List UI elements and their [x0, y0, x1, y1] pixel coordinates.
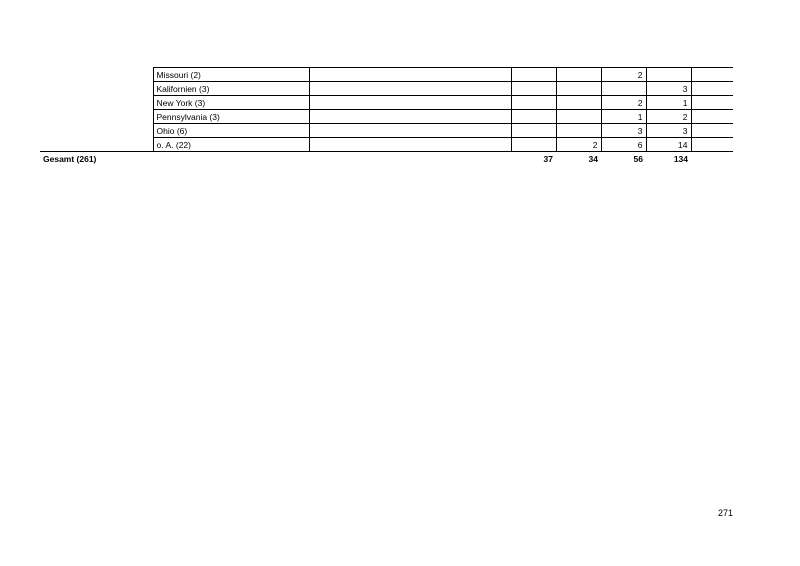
- cell-c4: [555, 109, 601, 124]
- cell-c3: [510, 137, 556, 152]
- cell-empty: [308, 123, 511, 138]
- table-row: Ohio (6) 3 3: [40, 123, 733, 138]
- total-row: Gesamt (261) 37 34 56 134: [40, 151, 733, 166]
- table-row: Missouri (2) 2: [40, 67, 733, 82]
- cell-empty: [308, 109, 511, 124]
- cell-c5: 1: [600, 109, 646, 124]
- cell-empty: [40, 110, 153, 124]
- cell-c6: 3: [645, 81, 691, 96]
- cell-label: Ohio (6): [152, 123, 309, 138]
- total-empty: [309, 151, 511, 166]
- table-row: New York (3) 2 1: [40, 95, 733, 110]
- cell-empty: [690, 109, 733, 124]
- cell-empty: [690, 67, 733, 82]
- cell-empty: [308, 95, 511, 110]
- cell-empty: [690, 95, 733, 110]
- total-c5: 56: [601, 151, 646, 166]
- cell-c6: 2: [645, 109, 691, 124]
- cell-c4: [555, 81, 601, 96]
- cell-c3: [510, 123, 556, 138]
- cell-label: o. A. (22): [152, 137, 309, 152]
- cell-c6: 1: [645, 95, 691, 110]
- cell-c5: [600, 81, 646, 96]
- cell-c5: 2: [600, 67, 646, 82]
- cell-empty: [690, 123, 733, 138]
- total-empty: [691, 152, 733, 166]
- cell-c3: [510, 109, 556, 124]
- total-c4: 34: [556, 151, 601, 166]
- cell-label: Missouri (2): [152, 67, 309, 82]
- cell-c3: [510, 81, 556, 96]
- cell-c4: [555, 123, 601, 138]
- cell-label: Pennsylvania (3): [152, 109, 309, 124]
- cell-empty: [308, 81, 511, 96]
- cell-label: Kalifornien (3): [152, 81, 309, 96]
- total-c6: 134: [646, 151, 691, 166]
- cell-empty: [308, 67, 511, 82]
- cell-empty: [40, 124, 153, 138]
- cell-c5: 6: [600, 137, 646, 152]
- cell-c3: [510, 95, 556, 110]
- cell-c6: 3: [645, 123, 691, 138]
- table-row: Pennsylvania (3) 1 2: [40, 109, 733, 124]
- cell-empty: [40, 96, 153, 110]
- cell-empty: [690, 137, 733, 152]
- cell-c3: [510, 67, 556, 82]
- table-row: Kalifornien (3) 3: [40, 81, 733, 96]
- total-label: Gesamt (261): [40, 151, 309, 166]
- cell-c4: [555, 67, 601, 82]
- cell-c4: [555, 95, 601, 110]
- cell-empty: [40, 138, 153, 152]
- cell-c4: 2: [555, 137, 601, 152]
- data-table: Missouri (2) 2 Kalifornien (3) 3 New York (3…: [40, 67, 733, 166]
- cell-c5: 3: [600, 123, 646, 138]
- cell-c6: [645, 67, 691, 82]
- cell-c5: 2: [600, 95, 646, 110]
- total-c3: 37: [511, 151, 556, 166]
- cell-empty: [308, 137, 511, 152]
- cell-empty: [40, 68, 153, 82]
- page-number: 271: [718, 508, 734, 518]
- cell-empty: [40, 82, 153, 96]
- cell-c6: 14: [645, 137, 691, 152]
- table-row: o. A. (22) 2 6 14: [40, 137, 733, 152]
- cell-empty: [690, 81, 733, 96]
- cell-label: New York (3): [152, 95, 309, 110]
